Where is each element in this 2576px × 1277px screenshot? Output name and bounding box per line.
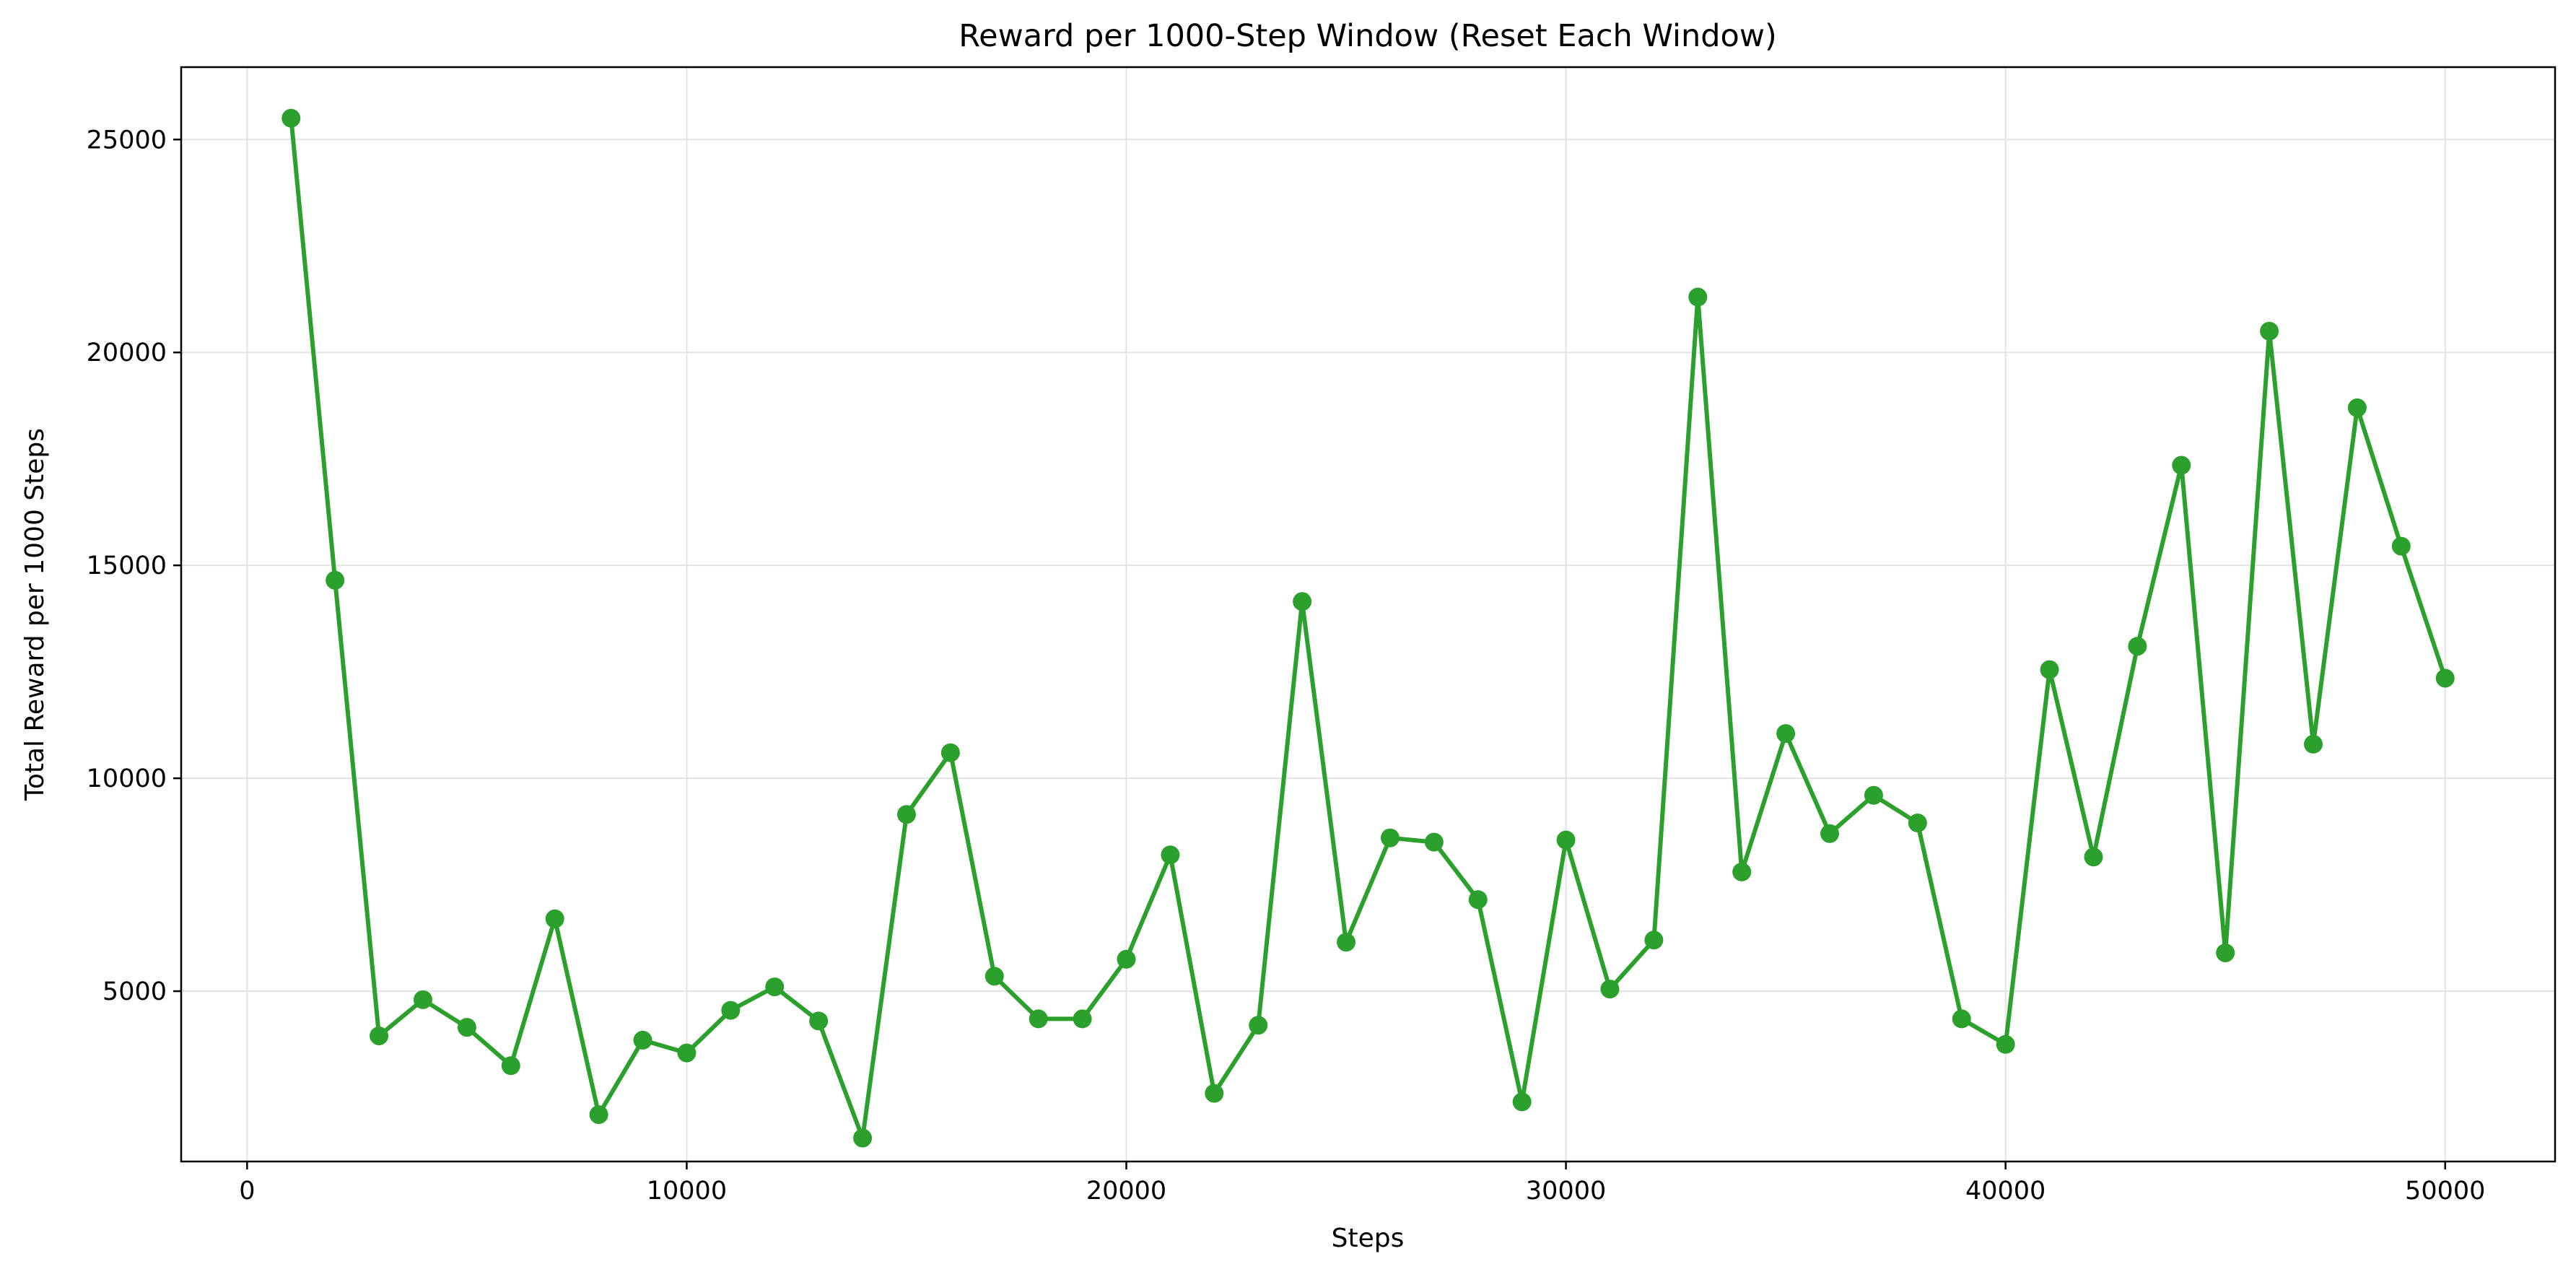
data-point [633,1030,652,1050]
data-point [809,1011,829,1031]
data-point [721,1001,741,1020]
data-point [457,1018,476,1037]
data-point [853,1128,873,1148]
data-point [370,1026,389,1045]
data-point [765,977,785,997]
data-point [413,990,432,1009]
data-point [1688,287,1708,307]
y-tick-label: 15000 [87,552,167,580]
data-point [1117,949,1136,969]
y-tick-label: 10000 [87,764,167,793]
data-series [281,108,2455,1148]
x-tick-label: 50000 [2405,1177,2485,1206]
y-tick-label: 5000 [102,977,167,1006]
data-point [1293,592,1312,611]
data-point [1512,1092,1532,1112]
x-tick-label: 30000 [1526,1177,1606,1206]
data-point [1029,1009,1048,1029]
data-point [2347,398,2367,417]
y-tick-label: 20000 [87,339,167,367]
data-point [281,108,301,128]
data-point [1820,824,1840,843]
chart-title: Reward per 1000-Step Window (Reset Each … [959,18,1777,54]
gridlines [181,67,2555,1161]
data-point [1161,845,1180,865]
x-tick-label: 40000 [1965,1177,2045,1206]
data-point [1468,890,1488,910]
data-point [1732,862,1752,881]
y-axis-ticks: 5000 10000 15000 20000 25000 [87,126,181,1006]
data-point [1644,930,1664,950]
data-point [2084,847,2103,867]
data-point [1952,1009,1971,1029]
data-point [2216,943,2235,962]
x-tick-label: 20000 [1086,1177,1166,1206]
data-point [1864,785,1883,805]
data-point [2040,660,2059,679]
data-point [326,570,345,590]
data-point [1556,830,1576,850]
x-axis-ticks: 0 10000 20000 30000 40000 50000 [239,1161,2485,1206]
data-point [2172,456,2191,475]
data-point [1776,724,1796,744]
data-point [1908,814,1927,833]
data-point [1073,1009,1092,1029]
data-point [589,1105,608,1125]
data-point [2260,321,2279,341]
data-point [1205,1084,1224,1103]
y-axis-label: Total Reward per 1000 Steps [20,428,50,801]
data-point [2128,637,2147,656]
x-tick-label: 10000 [647,1177,727,1206]
data-point [2391,536,2411,556]
data-point [677,1043,697,1063]
data-point [940,743,960,762]
data-point [2304,734,2323,754]
data-point [545,909,564,928]
y-tick-label: 25000 [87,126,167,154]
data-point [984,967,1004,986]
x-tick-label: 0 [239,1177,255,1206]
plot-frame [180,66,2557,1163]
data-point [501,1056,520,1076]
data-point [1337,933,1356,952]
data-point [1380,828,1400,847]
data-point [1424,832,1444,852]
x-axis-label: Steps [1332,1224,1405,1253]
data-point [2435,668,2455,688]
data-point [1600,980,1620,999]
data-point [896,805,916,824]
data-point [1249,1016,1268,1035]
data-point [1996,1034,2015,1054]
